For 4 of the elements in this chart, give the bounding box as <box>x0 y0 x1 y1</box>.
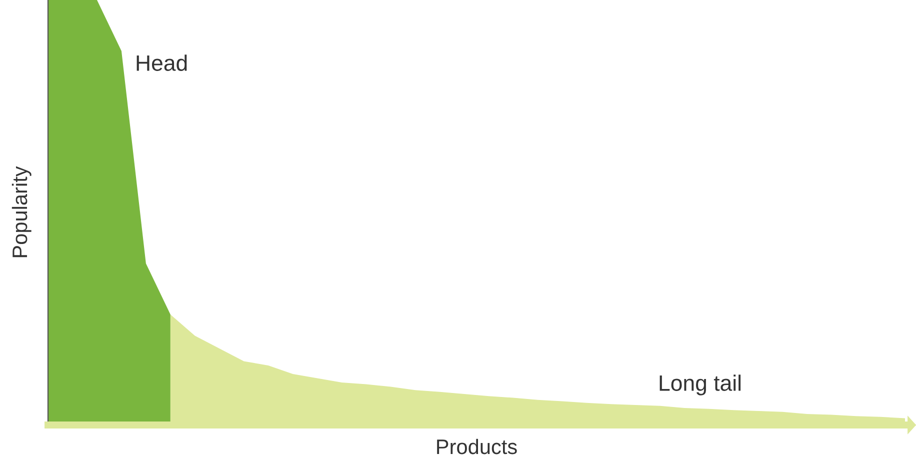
y-axis-title: Popularity <box>12 166 32 258</box>
annotation: Long tail <box>660 374 741 396</box>
annotation: Head <box>136 54 187 71</box>
x-axis-title: Products <box>437 438 517 454</box>
